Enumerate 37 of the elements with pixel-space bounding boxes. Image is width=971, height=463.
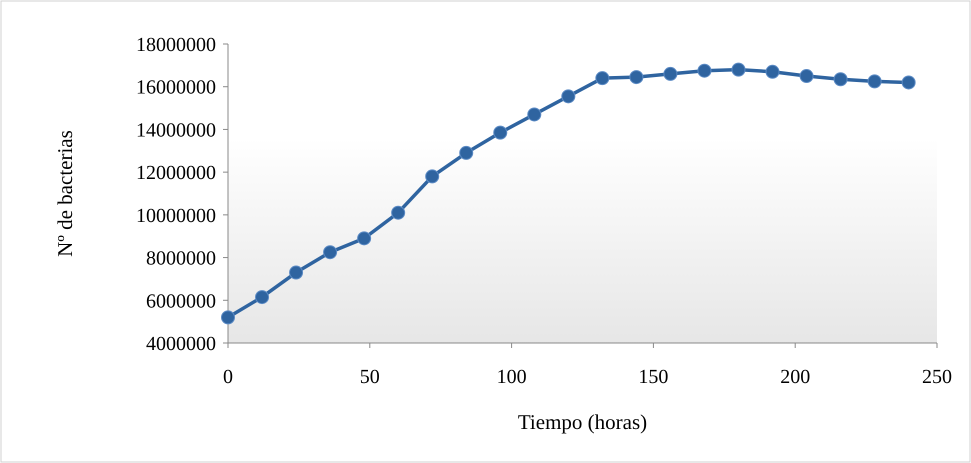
y-tick-label: 8000000 xyxy=(146,248,216,270)
y-tick-label: 16000000 xyxy=(136,76,216,99)
point xyxy=(527,107,542,122)
point xyxy=(289,266,304,280)
y-tick-label: 18000000 xyxy=(136,34,216,56)
point xyxy=(868,74,882,88)
point xyxy=(731,62,746,77)
x-tick-label: 50 xyxy=(360,366,380,388)
point xyxy=(357,231,372,246)
point xyxy=(595,71,610,86)
x-tick-label: 250 xyxy=(922,366,952,388)
x-tick-label: 100 xyxy=(496,366,527,388)
point xyxy=(425,169,440,184)
x-axis-title: Tiempo (horas) xyxy=(518,410,648,434)
point xyxy=(663,66,678,81)
point xyxy=(561,89,576,104)
point xyxy=(766,64,780,79)
point xyxy=(323,245,338,260)
y-tick-label: 10000000 xyxy=(136,204,216,227)
point xyxy=(834,72,848,86)
point xyxy=(902,75,916,90)
y-tick-label: 12000000 xyxy=(136,162,216,184)
point xyxy=(493,126,508,140)
point xyxy=(629,70,644,84)
point xyxy=(221,310,235,324)
x-tick-label: 200 xyxy=(780,366,810,388)
x-tick-label: 0 xyxy=(223,366,233,388)
point xyxy=(255,290,270,304)
y-tick-label: 6000000 xyxy=(146,290,216,312)
point xyxy=(459,146,474,160)
y-tick-label: 4000000 xyxy=(146,333,216,355)
x-tick-label: 150 xyxy=(638,366,668,388)
point xyxy=(800,69,814,84)
y-axis-title: Nº de bacterias xyxy=(53,130,77,257)
point xyxy=(391,206,406,220)
y-tick-label: 14000000 xyxy=(136,119,216,142)
point xyxy=(697,64,712,78)
